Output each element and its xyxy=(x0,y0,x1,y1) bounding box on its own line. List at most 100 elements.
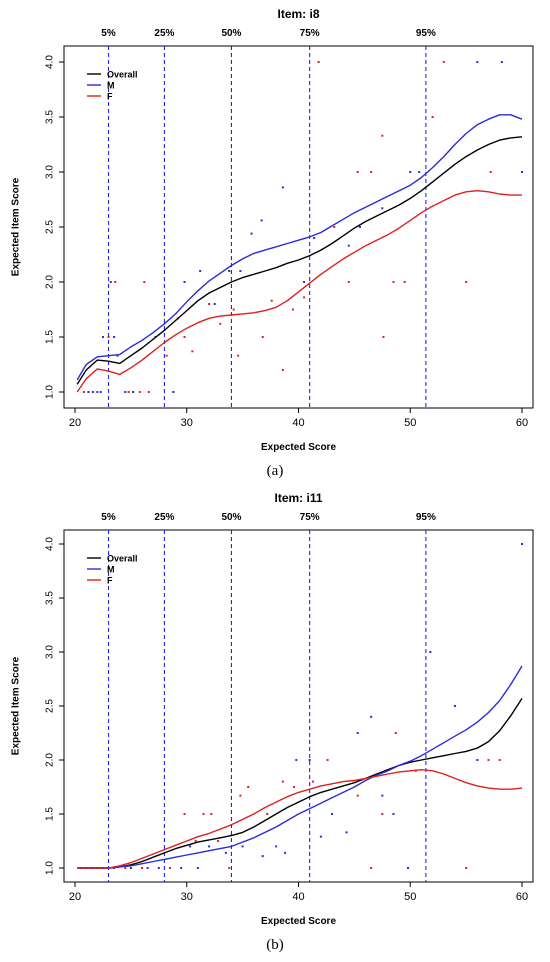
x-tick-label: 50 xyxy=(404,891,416,903)
data-point xyxy=(521,171,523,173)
y-tick-label: 1.0 xyxy=(45,385,56,399)
legend-label: M xyxy=(107,81,115,91)
data-point xyxy=(91,391,94,393)
percentile-label: 25% xyxy=(154,512,174,523)
y-tick-label: 3.0 xyxy=(45,165,56,179)
data-point xyxy=(219,322,222,325)
data-point xyxy=(489,171,492,173)
y-tick-label: 2.0 xyxy=(45,275,56,289)
chart-panel-a: Item: i8 5% 25% 50% 75% 95% 20 30 40 50 60 Expected… xyxy=(0,0,550,462)
data-point xyxy=(453,705,456,707)
y-tick-label: 3.5 xyxy=(45,591,56,605)
data-point xyxy=(261,855,264,858)
data-point xyxy=(124,391,127,393)
data-point xyxy=(189,845,192,848)
data-point xyxy=(213,303,216,305)
data-point xyxy=(107,336,110,338)
y-tick-label: 1.5 xyxy=(45,807,56,821)
data-point xyxy=(138,391,141,393)
data-point xyxy=(293,786,296,788)
y-tick-label: 3.5 xyxy=(45,110,56,124)
data-point xyxy=(114,281,117,283)
data-point xyxy=(303,281,306,283)
data-point xyxy=(168,867,171,869)
data-point xyxy=(429,651,432,653)
data-point xyxy=(228,270,231,272)
data-point xyxy=(381,207,384,210)
x-axis-label: Expected Score xyxy=(261,916,336,927)
data-point xyxy=(284,851,287,854)
data-point xyxy=(333,226,336,228)
series-line-f xyxy=(76,189,522,393)
x-axis-label: Expected Score xyxy=(261,442,336,453)
data-point xyxy=(347,244,350,247)
y-tick-label: 4.0 xyxy=(45,55,56,69)
data-point xyxy=(241,845,244,848)
data-point xyxy=(281,369,284,371)
data-point xyxy=(381,813,384,815)
percentile-label: 75% xyxy=(300,28,320,39)
percentile-label: 50% xyxy=(221,28,241,39)
data-point xyxy=(319,835,322,838)
data-point xyxy=(403,281,406,283)
data-point xyxy=(217,840,220,842)
data-point xyxy=(191,350,194,353)
data-point xyxy=(116,354,119,357)
data-point xyxy=(317,61,320,63)
x-tick-label: 60 xyxy=(516,891,528,903)
percentile-label: 95% xyxy=(416,512,436,523)
data-point xyxy=(196,867,199,869)
percentile-label: 5% xyxy=(101,28,116,39)
data-point xyxy=(356,171,359,173)
data-point xyxy=(183,336,186,338)
data-point xyxy=(270,299,273,302)
data-point xyxy=(208,845,211,848)
data-point xyxy=(313,237,316,239)
data-point xyxy=(487,759,490,761)
data-point xyxy=(239,794,242,797)
y-tick-label: 2.5 xyxy=(45,699,56,713)
data-point xyxy=(476,61,479,63)
data-point xyxy=(465,867,468,869)
data-point xyxy=(239,270,242,272)
data-point xyxy=(281,186,284,189)
data-point xyxy=(382,336,385,338)
x-tick-label: 20 xyxy=(69,891,81,903)
legend-label: F xyxy=(107,92,113,102)
data-point xyxy=(370,867,373,869)
data-point xyxy=(521,543,523,545)
data-point xyxy=(347,281,350,283)
data-point xyxy=(331,813,334,815)
caption-a: (a) xyxy=(266,463,284,479)
data-point xyxy=(228,867,231,869)
data-point xyxy=(431,116,434,118)
data-point xyxy=(87,391,90,393)
data-point xyxy=(147,391,150,393)
data-point xyxy=(465,281,468,283)
series-line-overall xyxy=(76,136,523,385)
series-line-m xyxy=(77,665,523,869)
data-point xyxy=(442,61,445,63)
y-tick-label: 3.0 xyxy=(45,645,56,659)
plot-frame xyxy=(63,529,534,883)
percentile-label: 95% xyxy=(416,28,436,39)
data-point xyxy=(165,354,168,357)
x-tick-label: 50 xyxy=(404,417,416,429)
data-point xyxy=(308,759,311,761)
caption-b: (b) xyxy=(266,937,284,953)
legend-label: Overall xyxy=(107,70,138,80)
data-point xyxy=(232,308,235,311)
series-line-f xyxy=(77,769,523,869)
y-axis-label: Expected Item Score xyxy=(11,177,22,276)
data-point xyxy=(409,171,412,173)
data-point xyxy=(275,845,278,848)
data-point xyxy=(96,391,99,393)
data-point xyxy=(157,867,160,869)
data-point xyxy=(172,391,175,393)
data-point xyxy=(266,813,269,815)
data-point xyxy=(356,732,359,734)
data-point xyxy=(141,867,144,869)
x-tick-label: 20 xyxy=(69,417,81,429)
data-point xyxy=(183,813,186,815)
data-point xyxy=(418,171,421,173)
